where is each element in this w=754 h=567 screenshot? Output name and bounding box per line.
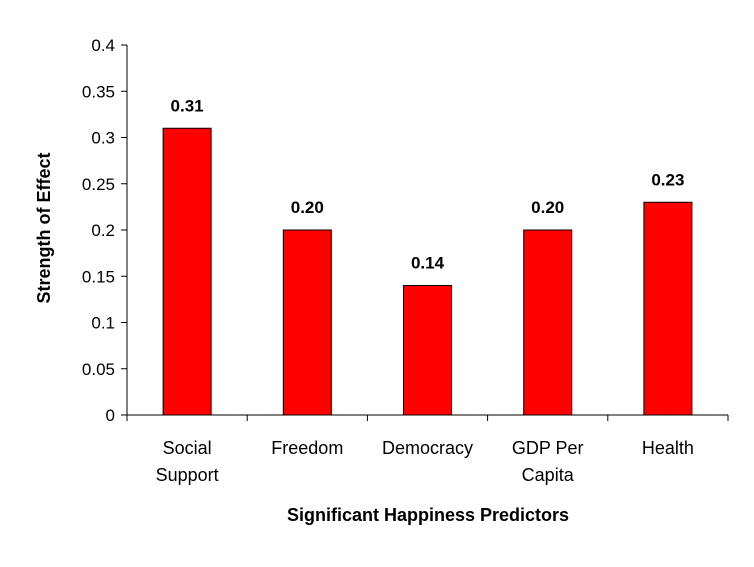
data-label: 0.14 [411, 254, 445, 273]
x-axis-title: Significant Happiness Predictors [287, 505, 569, 525]
labels: 0 0.05 0.1 0.15 0.2 0.25 0.3 0.35 0.4 0.31 Social S… [82, 36, 694, 485]
y-tick-label: 0.35 [82, 82, 115, 101]
x-category-label: Social [163, 438, 212, 458]
bar [282, 229, 332, 416]
bar [403, 285, 452, 416]
x-category-label: GDP Per [512, 438, 584, 458]
y-tick-label: 0.25 [82, 175, 115, 194]
y-tick-label: 0.4 [91, 36, 115, 55]
x-category-label: Health [642, 438, 694, 458]
y-tick-label: 0.2 [91, 221, 115, 240]
data-label: 0.23 [651, 170, 684, 189]
y-tick-label: 0.1 [91, 314, 115, 333]
y-tick-label: 0.05 [82, 360, 115, 379]
x-category-label: Capita [522, 465, 575, 485]
y-tick-label: 0 [106, 406, 115, 425]
bar [643, 201, 693, 416]
bar [162, 127, 212, 416]
x-category-label: Democracy [382, 438, 473, 458]
bar [523, 229, 573, 416]
data-label: 0.31 [171, 96, 204, 115]
data-label: 0.20 [531, 198, 564, 217]
x-category-label: Support [156, 465, 219, 485]
bars [162, 127, 693, 416]
y-tick-label: 0.15 [82, 267, 115, 286]
axes [121, 44, 729, 421]
data-label: 0.20 [291, 198, 324, 217]
x-category-label: Freedom [271, 438, 343, 458]
y-tick-label: 0.3 [91, 129, 115, 148]
y-axis-title: Strength of Effect [34, 152, 54, 303]
